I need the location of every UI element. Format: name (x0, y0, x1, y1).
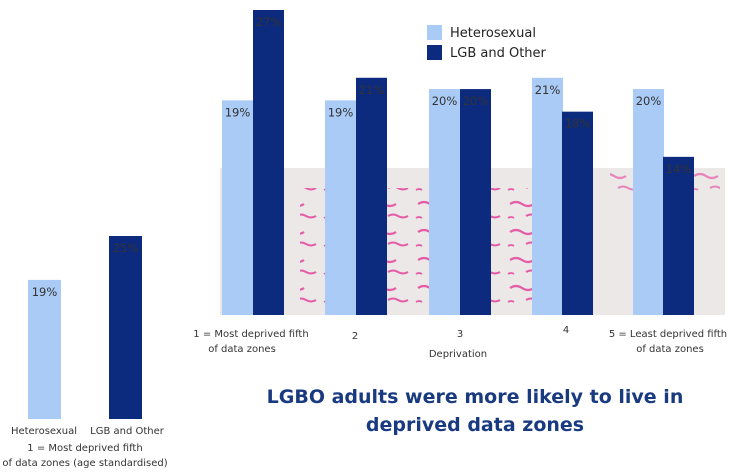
legend-swatch-heterosexual (427, 25, 442, 40)
q4-lgb-bar (562, 111, 593, 316)
category-1-line2: of data zones (208, 344, 276, 355)
legend-swatch-lgb (427, 45, 442, 60)
left-xlabel-line1: 1 = Most deprived fifth (27, 443, 142, 454)
q5-lgb-bar (663, 156, 694, 315)
headline: LGBO adults were more likely to live in … (230, 383, 720, 439)
category-1-line1: 1 = Most deprived fifth (193, 329, 308, 340)
category-2-label: 2 (352, 331, 358, 342)
q5-lgb-value-label: 14% (666, 162, 692, 176)
q1-heterosexual-value-label: 19% (225, 105, 251, 119)
q1-heterosexual-bar (222, 100, 253, 316)
q2-heterosexual-value-label: 19% (328, 105, 354, 119)
q2-heterosexual-bar (325, 100, 356, 316)
q2-lgb-value-label: 21% (359, 83, 385, 97)
left-heterosexual-value-label: 19% (32, 285, 58, 299)
q5-heterosexual-value-label: 20% (636, 94, 662, 108)
q3-lgb-bar (460, 89, 491, 316)
q5-heterosexual-bar (633, 89, 664, 316)
axis-labels: Heterosexual LGB and Other 1 = Most depr… (2, 325, 727, 469)
q1-lgb-bar (253, 10, 284, 315)
x-axis-title: Deprivation (429, 349, 487, 360)
q1-lgb-value-label: 27% (256, 15, 282, 29)
q2-lgb-bar (356, 77, 387, 316)
labels-layer: 19% 25% 19% 19% 20% 21% 20% 27% 21% 20% 18% 14% (32, 15, 692, 299)
q3-heterosexual-bar (429, 89, 460, 316)
category-3-label: 3 (457, 329, 463, 340)
left-heterosexual-bar (28, 279, 61, 419)
q3-heterosexual-value-label: 20% (432, 94, 458, 108)
q3-lgb-value-label: 20% (463, 94, 489, 108)
category-5-line1: 5 = Least deprived fifth (609, 329, 727, 340)
headline-line1: LGBO adults were more likely to live in (266, 386, 684, 408)
category-4-label: 4 (563, 325, 569, 336)
q4-heterosexual-value-label: 21% (535, 83, 561, 97)
left-lgb-bar (109, 236, 142, 419)
legend-label-heterosexual: Heterosexual (450, 26, 536, 41)
legend-label-lgb: LGB and Other (450, 46, 547, 61)
headline-line2: deprived data zones (365, 414, 585, 436)
bars-layer (28, 10, 694, 419)
left-category-heterosexual: Heterosexual (11, 426, 77, 437)
left-xlabel-line2: of data zones (age standardised) (2, 458, 167, 469)
q4-heterosexual-bar (532, 77, 563, 316)
left-category-lgb: LGB and Other (90, 426, 165, 437)
category-5-line2: of data zones (636, 344, 704, 355)
left-lgb-value-label: 25% (113, 241, 139, 255)
q4-lgb-value-label: 18% (565, 117, 591, 131)
legend: Heterosexual LGB and Other (427, 25, 547, 61)
